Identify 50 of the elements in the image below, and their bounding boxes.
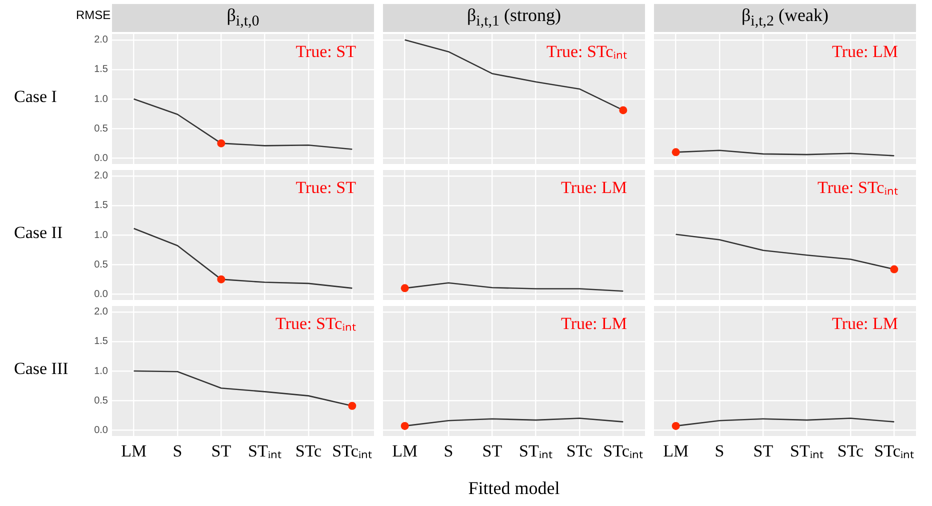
y-tick-label: 1.5 [94, 336, 108, 348]
chart-title: β$_{i,t,0}$ [226, 5, 260, 31]
x-tick-label: S [172, 442, 182, 461]
x-tick-label: STc [566, 442, 594, 461]
y-tick-label: 1.0 [94, 366, 108, 377]
x-tick-label: LM [121, 442, 147, 461]
y-axis-title: Case III [14, 359, 68, 379]
y-tick-label: 1.0 [94, 230, 108, 241]
x-tick-label: LM [663, 442, 689, 461]
y-tick-label: 0.5 [94, 395, 108, 406]
x-tick-label: ST [482, 442, 503, 461]
x-tick-label: ST [753, 442, 774, 461]
x-tick-label: STc [295, 442, 322, 461]
y-axis-title: Case II [14, 223, 63, 243]
x-tick-label: S [444, 442, 454, 461]
y-tick-label: 2.0 [94, 306, 108, 318]
annotation: True: STcᵢₙₜ [546, 42, 627, 61]
x-tick-label: STᵢₙₜ [248, 442, 282, 461]
x-tick-label: S [714, 442, 724, 461]
text: RMSE [76, 8, 111, 22]
annotation: True: STcᵢₙₜ [818, 178, 898, 197]
x-tick-label: STᵢₙₜ [519, 442, 553, 461]
annotation: True: LM [561, 314, 627, 333]
y-tick-label: 0.0 [94, 288, 108, 300]
y-tick-label: 2.0 [94, 170, 108, 182]
annotation: True: STcᵢₙₜ [276, 314, 356, 333]
x-tick-label: STcᵢₙₜ [603, 442, 644, 461]
x-tick-label: LM [392, 442, 418, 461]
x-axis-title: Fitted model [467, 478, 561, 499]
annotation: True: LM [832, 314, 898, 333]
y-tick-label: 0.5 [94, 123, 108, 134]
x-tick-label: STc [837, 442, 864, 461]
y-tick-label: 1.5 [94, 200, 108, 212]
annotation: True: ST [296, 42, 357, 61]
y-tick-label: 0.0 [94, 152, 108, 164]
y-tick-label: 1.0 [94, 94, 108, 105]
x-tick-label: STᵢₙₜ [790, 442, 824, 461]
y-tick-label: 2.0 [94, 34, 108, 46]
x-tick-label: ST [211, 442, 232, 461]
annotation: True: LM [561, 178, 627, 197]
chart-title: β$_{i,t,2}$ (weak) [742, 5, 828, 31]
annotation: True: ST [296, 178, 357, 197]
y-axis-title: Case I [14, 87, 57, 107]
x-tick-label: STcᵢₙₜ [874, 442, 914, 461]
y-tick-label: 0.5 [94, 259, 108, 270]
x-tick-label: STcᵢₙₜ [332, 442, 372, 461]
y-tick-label: 0.0 [94, 424, 108, 436]
chart-title: β$_{i,t,1}$ (strong) [466, 5, 561, 31]
annotation: True: LM [832, 42, 898, 61]
y-tick-label: 1.5 [94, 64, 108, 76]
